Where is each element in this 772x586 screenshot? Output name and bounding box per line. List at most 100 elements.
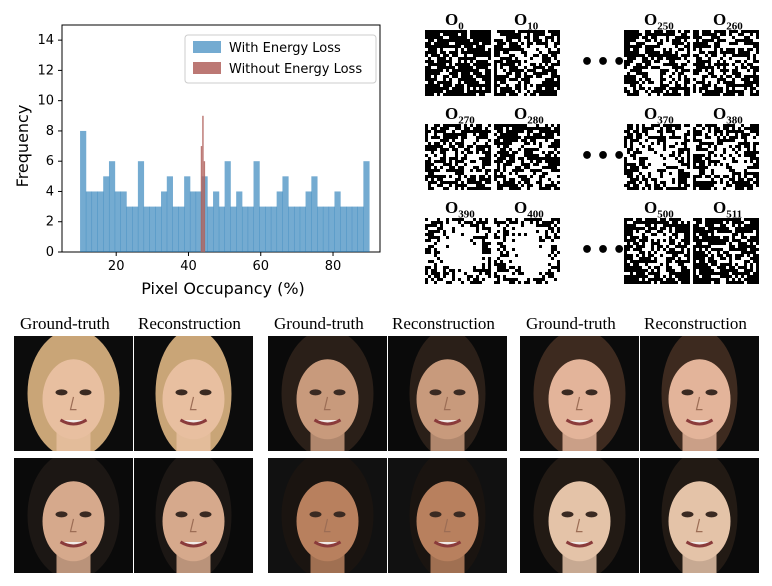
reconstructed-face-1-1 — [388, 458, 507, 573]
channel-map-280 — [494, 124, 560, 190]
bar-without-energy-loss-1 — [202, 115, 204, 252]
channel-map-370 — [624, 124, 690, 190]
bar-with-energy-loss-33 — [270, 206, 278, 252]
bar-with-energy-loss-45 — [340, 206, 347, 252]
channel-label-base: O — [445, 10, 459, 29]
bar-with-energy-loss-1 — [85, 191, 93, 252]
y-tick-label-6: 6 — [46, 154, 54, 169]
channel-label-250: O250 — [644, 10, 674, 32]
bar-with-energy-loss-20 — [195, 191, 202, 252]
ground-truth-face-0-2 — [520, 336, 639, 451]
bar-with-energy-loss-8 — [126, 206, 133, 252]
channel-label-base: O — [514, 104, 528, 123]
channel-label-subscript: 0 — [458, 20, 464, 33]
bar-with-energy-loss-19 — [189, 191, 197, 252]
channel-label-subscript: 250 — [657, 20, 674, 33]
channel-label-10: O10 — [514, 10, 538, 32]
bar-with-energy-loss-11 — [143, 206, 150, 252]
channel-label-subscript: 390 — [458, 208, 475, 221]
channel-label-511: O511 — [713, 198, 742, 220]
bar-without-energy-loss-2 — [203, 161, 206, 252]
bar-with-energy-loss-48 — [357, 206, 364, 252]
channel-label-base: O — [713, 104, 727, 123]
bar-with-energy-loss-7 — [120, 191, 127, 252]
reconstructed-face-0-1 — [388, 336, 507, 451]
channel-label-500: O500 — [644, 198, 674, 220]
bar-without-energy-loss-0 — [200, 146, 203, 252]
reconstruction-label-1: Reconstruction — [392, 314, 495, 333]
ground-truth-face-1-2 — [520, 458, 639, 573]
bar-with-energy-loss-28 — [241, 206, 249, 252]
x-tick-label-40: 40 — [180, 259, 197, 274]
y-tick-label-0: 0 — [46, 245, 54, 260]
ground-truth-face-0-0 — [14, 336, 133, 451]
bar-with-energy-loss-30 — [253, 161, 260, 252]
channel-map-400 — [494, 218, 560, 284]
bar-with-energy-loss-43 — [328, 206, 335, 252]
channel-label-subscript: 370 — [657, 114, 674, 127]
channel-map-250 — [624, 30, 690, 96]
bars-layer — [80, 115, 370, 252]
y-axis-label: Frequency — [13, 105, 32, 188]
channel-label-subscript: 10 — [527, 20, 539, 33]
bar-with-energy-loss-0 — [80, 130, 87, 252]
bar-with-energy-loss-44 — [334, 191, 341, 252]
reconstructed-face-1-0 — [134, 458, 253, 573]
bar-with-energy-loss-27 — [236, 191, 243, 252]
channel-label-280: O280 — [514, 104, 544, 126]
channel-label-subscript: 280 — [527, 114, 544, 127]
y-tick-label-14: 14 — [37, 33, 54, 48]
x-tick-label-20: 20 — [108, 259, 125, 274]
legend-swatch-with-energy-loss — [193, 41, 221, 53]
channel-label-base: O — [514, 198, 528, 217]
ground-truth-face-1-1 — [268, 458, 387, 573]
ellipsis-row-0: ••• — [580, 50, 629, 75]
channel-map-grid: O0 O10 O250 O260 ••• O270 O280 O370 O380 ••• O390 O… — [425, 10, 759, 284]
bar-with-energy-loss-37 — [293, 206, 301, 252]
channel-map-260 — [693, 30, 759, 96]
channel-label-0: O0 — [445, 10, 464, 32]
bar-with-energy-loss-40 — [311, 176, 318, 252]
ellipsis-row-1: ••• — [580, 144, 629, 169]
bar-with-energy-loss-42 — [322, 206, 330, 252]
y-tick-label-4: 4 — [46, 184, 54, 199]
channel-label-390: O390 — [445, 198, 475, 220]
reconstructed-face-0-0 — [134, 336, 253, 451]
y-tick-label-8: 8 — [46, 124, 54, 139]
bar-with-energy-loss-2 — [91, 191, 98, 252]
ground-truth-label-2: Ground-truth — [526, 314, 616, 333]
channel-map-10 — [494, 30, 560, 96]
channel-label-370: O370 — [644, 104, 674, 126]
bar-with-energy-loss-49 — [363, 161, 370, 252]
legend: With Energy Loss Without Energy Loss — [184, 34, 377, 84]
bar-with-energy-loss-6 — [114, 191, 121, 252]
bar-with-energy-loss-4 — [103, 176, 110, 252]
bar-with-energy-loss-35 — [282, 176, 289, 252]
bar-with-energy-loss-10 — [137, 161, 145, 252]
bar-with-energy-loss-32 — [265, 206, 272, 252]
bar-with-energy-loss-22 — [207, 206, 214, 252]
channel-label-base: O — [713, 198, 727, 217]
reconstructed-face-1-2 — [640, 458, 759, 573]
y-tick-label-2: 2 — [46, 215, 54, 230]
legend-label-with-energy-loss: With Energy Loss — [229, 41, 341, 56]
bar-with-energy-loss-31 — [259, 206, 266, 252]
channel-map-500 — [624, 218, 690, 284]
bar-with-energy-loss-41 — [317, 206, 324, 252]
y-tick-label-12: 12 — [37, 63, 54, 78]
channel-map-380 — [693, 124, 759, 190]
channel-map-0 — [425, 30, 491, 96]
channel-label-base: O — [445, 198, 459, 217]
bar-with-energy-loss-26 — [230, 206, 237, 252]
channel-label-base: O — [644, 198, 658, 217]
bar-with-energy-loss-34 — [276, 191, 283, 252]
reconstruction-label-2: Reconstruction — [644, 314, 747, 333]
ground-truth-face-0-1 — [268, 336, 387, 451]
bar-with-energy-loss-29 — [247, 206, 254, 252]
x-axis-label: Pixel Occupancy (%) — [141, 279, 305, 298]
legend-box — [184, 34, 377, 84]
bar-with-energy-loss-25 — [224, 161, 231, 252]
channel-label-subscript: 400 — [527, 208, 544, 221]
bar-with-energy-loss-3 — [97, 191, 104, 252]
